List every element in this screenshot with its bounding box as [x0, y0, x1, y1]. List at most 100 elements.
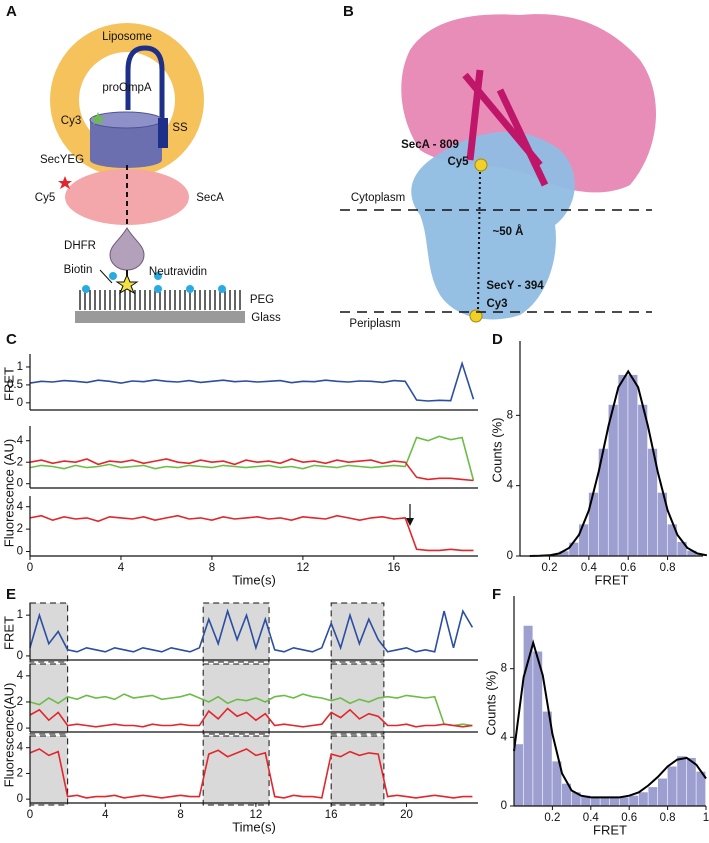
hist-bar — [559, 551, 569, 556]
hist-bar — [686, 757, 696, 806]
neutravidin — [115, 273, 139, 295]
x-tick-label: 0.4 — [581, 562, 598, 574]
label: Glass — [251, 312, 281, 324]
x-tick-label: 0.6 — [621, 812, 637, 824]
label: PEG — [250, 294, 274, 306]
x-tick-label: 8 — [177, 809, 183, 821]
y-tick-label: 0.5 — [7, 379, 23, 391]
hist-bar — [677, 756, 687, 806]
y-tick-label: 4 — [17, 435, 24, 447]
shaded-region — [330, 735, 385, 806]
hist-bar — [579, 524, 589, 556]
hist-bar — [590, 797, 600, 806]
y-tick-label: 0 — [17, 546, 23, 558]
x-tick-label: 4 — [102, 809, 109, 821]
label: proOmpA — [102, 82, 152, 94]
y-tick-label: 0 — [501, 800, 507, 812]
secy-surface — [411, 131, 575, 320]
label: ~50 Å — [492, 225, 523, 238]
x-tick-label: 16 — [325, 809, 338, 821]
hist-bar — [619, 797, 629, 806]
fit-curve — [529, 369, 708, 557]
y-tick-label: 8 — [507, 409, 513, 421]
trace — [29, 748, 473, 799]
label: SecYEG — [40, 154, 84, 166]
dhfr — [109, 227, 145, 271]
hist-bar — [657, 492, 667, 556]
trace — [29, 693, 473, 727]
x-tick-label: 1 — [703, 812, 709, 824]
cy3-star — [91, 112, 105, 125]
x-tick-label: 12 — [296, 562, 309, 574]
chart: 0 2 4 0 4 8 12 16 20 Time(s) — [17, 735, 478, 834]
y-axis-label: FRET — [1, 616, 16, 650]
panel-label: C — [6, 331, 17, 348]
hist-bar — [628, 374, 638, 556]
hist-bar — [552, 761, 562, 806]
hist-bar — [542, 711, 552, 806]
fit-curve — [513, 639, 707, 799]
label: Liposome — [102, 31, 152, 43]
label: DHFR — [64, 240, 96, 252]
hist-bar — [677, 541, 687, 556]
label: Cy3 — [61, 115, 81, 127]
distance-line — [477, 171, 481, 311]
cy5-dye — [474, 158, 488, 172]
y-tick-label: 4 — [501, 731, 508, 743]
hist-bar — [562, 783, 571, 806]
hist-bar — [648, 787, 658, 806]
shaded-region — [29, 602, 69, 663]
y-tick-label: 0 — [17, 397, 23, 409]
ss-block — [158, 118, 168, 148]
y-tick-label: 1 — [17, 361, 23, 373]
shaded-region — [202, 735, 270, 806]
bleach-arrow — [406, 504, 414, 526]
y-tick-label: 4 — [507, 480, 514, 492]
y-axis-label: Fluorescence(AU) — [1, 683, 16, 788]
trace — [29, 514, 474, 552]
y-tick-label: 2 — [17, 696, 23, 708]
y-axis-label: Counts (%) — [483, 670, 498, 735]
x-tick-label: 0.8 — [660, 562, 676, 574]
hist-bar — [600, 797, 610, 806]
label: Cy5 — [35, 192, 55, 204]
chart: 0 2 4 0 4 8 12 16 Time(s) — [17, 496, 478, 587]
x-axis-label: Time(s) — [232, 572, 276, 587]
x-axis-label: Time(s) — [232, 819, 276, 834]
glass — [75, 311, 245, 323]
peg-brush — [79, 290, 241, 310]
label: Biotin — [64, 264, 93, 276]
hist-bar — [629, 795, 639, 806]
hist-bar — [658, 778, 667, 806]
shaded-region — [330, 602, 385, 663]
hist-bar — [667, 766, 677, 806]
y-axis-label: FRET — [1, 367, 16, 401]
hist-bar — [608, 404, 618, 556]
hist-bar — [610, 797, 619, 806]
trace — [29, 360, 475, 402]
y-tick-label: 0 — [17, 793, 23, 805]
shaded-region — [29, 663, 69, 735]
cy5-star — [58, 176, 72, 189]
label: SS — [172, 122, 188, 134]
panel-label: E — [6, 586, 16, 603]
hist-bar — [533, 651, 543, 806]
y-tick-label: 2 — [17, 767, 23, 779]
hist-bar — [647, 448, 658, 556]
trace — [29, 435, 475, 481]
panel-label: F — [492, 586, 501, 603]
biotin-dots — [82, 272, 226, 293]
hist-bar — [687, 550, 697, 556]
y-axis-label: Counts (%) — [489, 417, 504, 482]
x-tick-label: 0.6 — [620, 562, 636, 574]
x-tick-label: 0 — [27, 562, 33, 574]
ss-loop — [125, 45, 165, 125]
chart: 0 4 8 0.2 0.4 0.6 0.8 1 FRET Counts (%) — [483, 596, 709, 837]
label: SecY - 394 — [486, 280, 544, 292]
trace — [29, 707, 473, 728]
y-tick-label: 1 — [17, 609, 23, 621]
